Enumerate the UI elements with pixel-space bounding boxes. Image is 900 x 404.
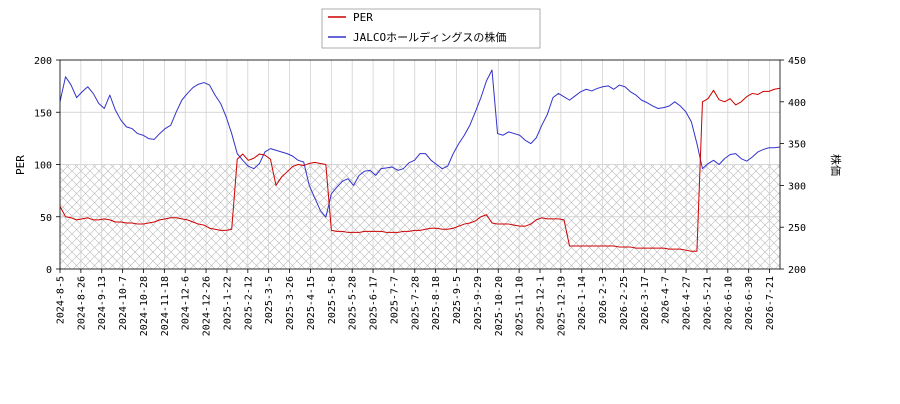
- x-tick-label: 2024-9-13: [97, 276, 108, 330]
- x-tick-label: 2024-12-26: [202, 276, 213, 336]
- x-tick-label: 2026-2-25: [619, 276, 630, 330]
- x-tick-label: 2025-5-8: [327, 276, 338, 324]
- x-tick-label: 2026-5-21: [702, 276, 713, 330]
- right-tick-label: 350: [788, 140, 806, 151]
- x-tick-label: 2025-5-28: [348, 276, 359, 330]
- x-tick-label: 2026-7-21: [765, 276, 776, 330]
- x-tick-label: 2024-10-7: [118, 276, 129, 330]
- left-tick-label: 0: [46, 265, 52, 276]
- left-tick-label: 200: [34, 56, 52, 67]
- x-tick-label: 2026-3-17: [640, 276, 651, 330]
- x-tick-label: 2024-12-6: [181, 276, 192, 330]
- stock-price-series-line: [60, 69, 780, 218]
- x-tick-label: 2025-11-10: [515, 276, 526, 336]
- right-axis-title: 株価: [829, 154, 843, 176]
- x-tick-label: 2025-7-28: [410, 276, 421, 330]
- x-tick-label: 2025-12-1: [536, 276, 547, 330]
- x-tick-label: 2026-4-27: [682, 276, 693, 330]
- x-tick-label: 2025-3-26: [285, 276, 296, 330]
- x-tick-label: 2024-10-28: [139, 276, 150, 336]
- x-tick-label: 2026-1-14: [577, 276, 588, 330]
- left-axis-title: PER: [14, 155, 27, 175]
- x-tick-label: 2026-4-7: [661, 276, 672, 324]
- x-tick-label: 2025-9-5: [452, 276, 463, 324]
- legend-box: [321, 8, 541, 49]
- legend-label-price: JALCOホールディングスの株価: [353, 30, 506, 44]
- x-tick-label: 2025-9-29: [473, 276, 484, 330]
- x-tick-label: 2025-8-18: [431, 276, 442, 330]
- x-tick-label: 2026-6-30: [744, 276, 755, 330]
- left-tick-label: 100: [34, 161, 52, 172]
- x-tick-label: 2025-4-15: [306, 276, 317, 330]
- x-tick-label: 2025-12-19: [556, 276, 567, 336]
- left-tick-label: 150: [34, 108, 52, 119]
- x-tick-label: 2025-7-7: [389, 276, 400, 324]
- left-tick-label: 50: [40, 213, 52, 224]
- x-tick-label: 2025-1-22: [222, 276, 233, 330]
- x-tick-label: 2025-3-5: [264, 276, 275, 324]
- right-tick-label: 300: [788, 181, 806, 192]
- x-tick-label: 2024-8-5: [56, 276, 67, 324]
- legend-label-per: PER: [353, 11, 373, 24]
- x-tick-label: 2024-11-18: [160, 276, 171, 336]
- x-tick-label: 2025-6-17: [369, 276, 380, 330]
- legend: PER JALCOホールディングスの株価: [321, 8, 541, 49]
- right-tick-label: 200: [788, 265, 806, 276]
- right-tick-label: 250: [788, 223, 806, 234]
- x-tick-label: 2026-2-3: [598, 276, 609, 324]
- per-series-line: [60, 87, 780, 252]
- x-tick-label: 2024-8-26: [76, 276, 87, 330]
- x-tick-label: 2025-10-20: [494, 276, 505, 336]
- right-tick-label: 450: [788, 56, 806, 67]
- x-tick-label: 2025-2-12: [243, 276, 254, 330]
- right-tick-label: 400: [788, 98, 806, 109]
- x-tick-label: 2026-6-10: [723, 276, 734, 330]
